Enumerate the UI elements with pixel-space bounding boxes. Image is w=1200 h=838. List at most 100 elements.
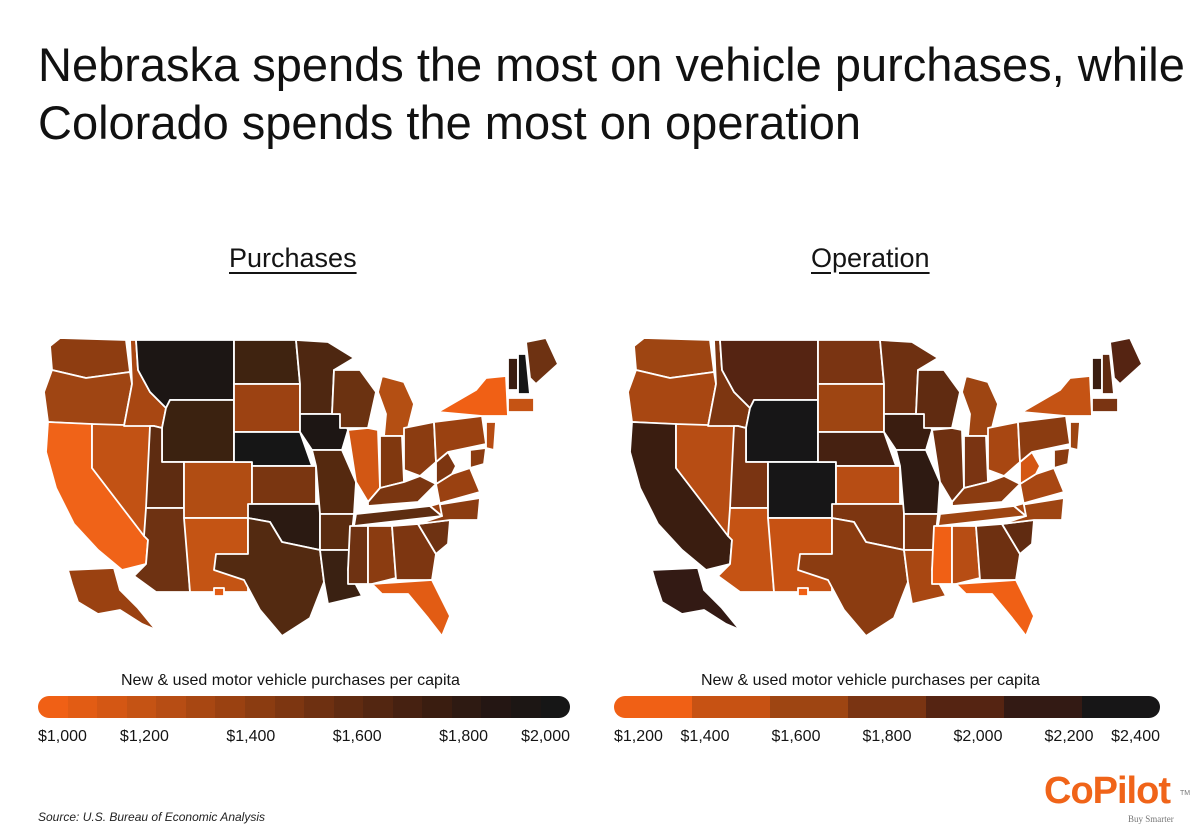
operation-legend-swatch [1082, 696, 1160, 718]
operation-legend-tick: $2,200 [1044, 728, 1094, 745]
purchases-legend-swatch [333, 696, 364, 718]
operation-legend-swatch [770, 696, 848, 718]
operation-legend-tick: $1,600 [771, 728, 821, 745]
purchases-state-wi [331, 369, 377, 429]
purchases-legend-tick: $1,200 [119, 728, 169, 745]
operation-state-al [951, 525, 981, 585]
operation-legend-tick: $2,400 [1111, 728, 1160, 745]
purchases-state-tx [213, 517, 325, 637]
logo-tagline: Buy Smarter [1128, 814, 1174, 824]
operation-state-me [1109, 337, 1143, 385]
purchases-legend-tick: $1,600 [332, 728, 382, 745]
operation-state-tx [797, 517, 909, 637]
operation-legend-tick: $1,800 [862, 728, 912, 745]
operation-state-wy [745, 399, 819, 463]
operation-legend-swatch [926, 696, 1004, 718]
operation-state-wi [915, 369, 961, 429]
purchases-legend-tick: $1,800 [439, 728, 489, 745]
purchases-legend-bar [38, 696, 570, 718]
purchases-state-ga [391, 523, 437, 581]
operation-state-ak [651, 567, 741, 631]
logo-trademark: TM [1180, 790, 1191, 797]
operation-legend-ticks: $1,200 $1,400 $1,600 $1,800 $2,000 $2,200 $2,4… [614, 728, 1160, 748]
purchases-legend-swatch [97, 696, 127, 718]
operation-state-ga [975, 523, 1021, 581]
headline: Nebraska spends the most on vehicle purc… [38, 38, 1185, 149]
purchases-legend-title: New & used motor vehicle purchases per c… [121, 672, 460, 689]
purchases-state-pa [433, 415, 487, 463]
purchases-state-mo [311, 449, 357, 515]
purchases-legend-swatch [363, 696, 393, 718]
purchases-state-al [367, 525, 397, 585]
operation-state-md [1053, 447, 1071, 469]
operation-state-pa [1017, 415, 1071, 463]
operation-state-ma [1091, 397, 1119, 413]
operation-state-ne [817, 431, 897, 467]
operation-legend-bar [614, 696, 1160, 718]
purchases-legend-ticks: $1,000 $1,200 $1,400 $1,600 $1,800 $2,000 [38, 728, 570, 748]
operation-state-in [963, 435, 989, 489]
purchases-state-ne [233, 431, 313, 467]
purchases-legend-swatch [274, 696, 305, 718]
purchases-legend-swatch [511, 696, 541, 718]
operation-legend-tick: $1,200 [614, 728, 663, 745]
operation-state-fl [955, 579, 1035, 637]
purchases-legend-swatch [451, 696, 482, 718]
purchases-legend-swatch [304, 696, 334, 718]
purchases-state-ny [437, 375, 509, 417]
purchases-legend-swatch [67, 696, 98, 718]
purchases-legend-swatch [244, 696, 275, 718]
purchases-state-nj [485, 421, 497, 451]
purchases-state-nd [233, 339, 301, 385]
purchases-legend-swatch [392, 696, 423, 718]
purchases-legend-swatch [38, 696, 68, 718]
operation-legend-swatch [614, 696, 692, 718]
purchases-state-or [43, 369, 133, 427]
purchases-legend-swatch [215, 696, 245, 718]
purchases-state-ms [347, 525, 369, 585]
operation-map-title: Operation [811, 243, 930, 273]
operation-state-nd [817, 339, 885, 385]
operation-state-ms [931, 525, 953, 585]
purchases-legend-swatch [540, 696, 570, 718]
purchases-legend-tick: $1,000 [38, 728, 87, 745]
operation-state-oh [987, 421, 1021, 477]
purchases-legend-tick: $1,400 [226, 728, 276, 745]
operation-state-mo [895, 449, 941, 515]
purchases-state-ma [507, 397, 535, 413]
purchases-legend-swatch [481, 696, 511, 718]
operation-state-co [767, 461, 837, 519]
operation-state-or [627, 369, 717, 427]
operation-state-ky [951, 475, 1021, 507]
purchases-state-sd [233, 383, 301, 433]
operation-legend-swatch [1004, 696, 1082, 718]
purchases-legend-swatch [422, 696, 452, 718]
purchases-state-me [525, 337, 559, 385]
operation-state-nj [1069, 421, 1081, 451]
purchases-legend-tick: $2,000 [521, 728, 570, 745]
copilot-logo: CoPilot TM Buy Smarter [1044, 770, 1194, 830]
operation-state-hi [797, 587, 809, 597]
purchases-state-ky [367, 475, 437, 507]
purchases-legend-swatch [185, 696, 216, 718]
logo-wordmark: CoPilot [1044, 770, 1171, 812]
purchases-legend-swatch [126, 696, 157, 718]
operation-choropleth-map [627, 337, 1143, 637]
operation-state-ks [835, 465, 901, 505]
source-note: Source: U.S. Bureau of Economic Analysis [38, 810, 265, 824]
purchases-state-in [379, 435, 405, 489]
operation-state-nh [1101, 353, 1115, 395]
purchases-state-fl [371, 579, 451, 637]
operation-legend-swatch [692, 696, 770, 718]
purchases-state-oh [403, 421, 437, 477]
purchases-state-ak [67, 567, 157, 631]
operation-state-sd [817, 383, 885, 433]
purchases-state-wy [161, 399, 235, 463]
operation-legend-tick: $2,000 [953, 728, 1003, 745]
operation-legend-swatch [848, 696, 926, 718]
purchases-choropleth-map [43, 337, 559, 637]
operation-legend-tick: $1,400 [680, 728, 730, 745]
purchases-state-vt [507, 357, 519, 391]
purchases-map-title: Purchases [229, 243, 357, 273]
operation-legend-title: New & used motor vehicle purchases per c… [701, 672, 1040, 689]
